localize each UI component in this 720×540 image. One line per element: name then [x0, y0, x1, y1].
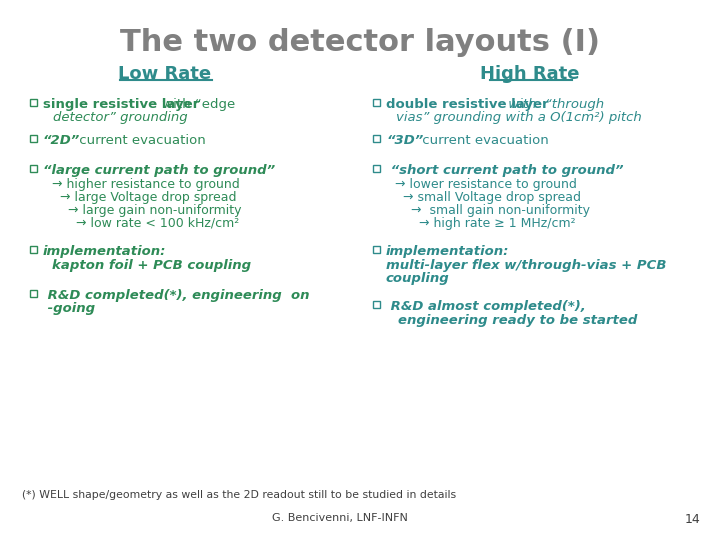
Text: current evacuation: current evacuation	[75, 134, 206, 147]
Text: → large Voltage drop spread: → large Voltage drop spread	[60, 191, 236, 204]
FancyBboxPatch shape	[373, 246, 380, 253]
Text: → high rate ≥ 1 MHz/cm²: → high rate ≥ 1 MHz/cm²	[419, 217, 575, 230]
Text: → lower resistance to ground: → lower resistance to ground	[395, 178, 577, 191]
FancyBboxPatch shape	[373, 134, 380, 141]
Text: -going: -going	[43, 302, 95, 315]
Text: R&D completed(*), engineering  on: R&D completed(*), engineering on	[43, 289, 310, 302]
Text: “2D”: “2D”	[43, 134, 80, 147]
Text: → low rate < 100 kHz/cm²: → low rate < 100 kHz/cm²	[76, 217, 239, 230]
Text: →  small gain non-uniformity: → small gain non-uniformity	[411, 204, 590, 217]
Text: double resistive layer: double resistive layer	[386, 98, 549, 111]
Text: with  “through: with “through	[504, 98, 604, 111]
Text: engineering ready to be started: engineering ready to be started	[398, 314, 637, 327]
Text: coupling: coupling	[386, 272, 450, 285]
Text: The two detector layouts (I): The two detector layouts (I)	[120, 28, 600, 57]
FancyBboxPatch shape	[30, 98, 37, 105]
Text: single resistive layer: single resistive layer	[43, 98, 199, 111]
Text: “large current path to ground”: “large current path to ground”	[43, 164, 275, 177]
Text: implementation:: implementation:	[386, 245, 509, 258]
FancyBboxPatch shape	[30, 289, 37, 296]
Text: kapton foil + PCB coupling: kapton foil + PCB coupling	[52, 259, 251, 272]
Text: → higher resistance to ground: → higher resistance to ground	[52, 178, 240, 191]
Text: detector” grounding: detector” grounding	[53, 111, 188, 124]
Text: R&D almost completed(*),: R&D almost completed(*),	[386, 300, 586, 313]
Text: “short current path to ground”: “short current path to ground”	[386, 164, 624, 177]
FancyBboxPatch shape	[30, 246, 37, 253]
Text: “3D”: “3D”	[386, 134, 423, 147]
FancyBboxPatch shape	[30, 134, 37, 141]
FancyBboxPatch shape	[373, 300, 380, 307]
Text: current evacuation: current evacuation	[418, 134, 549, 147]
Text: with “edge: with “edge	[158, 98, 235, 111]
Text: vias” grounding with a O(1cm²) pitch: vias” grounding with a O(1cm²) pitch	[396, 111, 642, 124]
FancyBboxPatch shape	[30, 165, 37, 172]
Text: Low Rate: Low Rate	[118, 65, 212, 83]
Text: → large gain non-uniformity: → large gain non-uniformity	[68, 204, 241, 217]
FancyBboxPatch shape	[373, 98, 380, 105]
Text: 14: 14	[684, 513, 700, 526]
FancyBboxPatch shape	[373, 165, 380, 172]
Text: G. Bencivenni, LNF-INFN: G. Bencivenni, LNF-INFN	[272, 513, 408, 523]
Text: (*) WELL shape/geometry as well as the 2D readout still to be studied in details: (*) WELL shape/geometry as well as the 2…	[22, 490, 456, 500]
Text: multi-layer flex w/through-vias + PCB: multi-layer flex w/through-vias + PCB	[386, 259, 667, 272]
Text: implementation:: implementation:	[43, 245, 166, 258]
Text: → small Voltage drop spread: → small Voltage drop spread	[403, 191, 581, 204]
Text: High Rate: High Rate	[480, 65, 580, 83]
